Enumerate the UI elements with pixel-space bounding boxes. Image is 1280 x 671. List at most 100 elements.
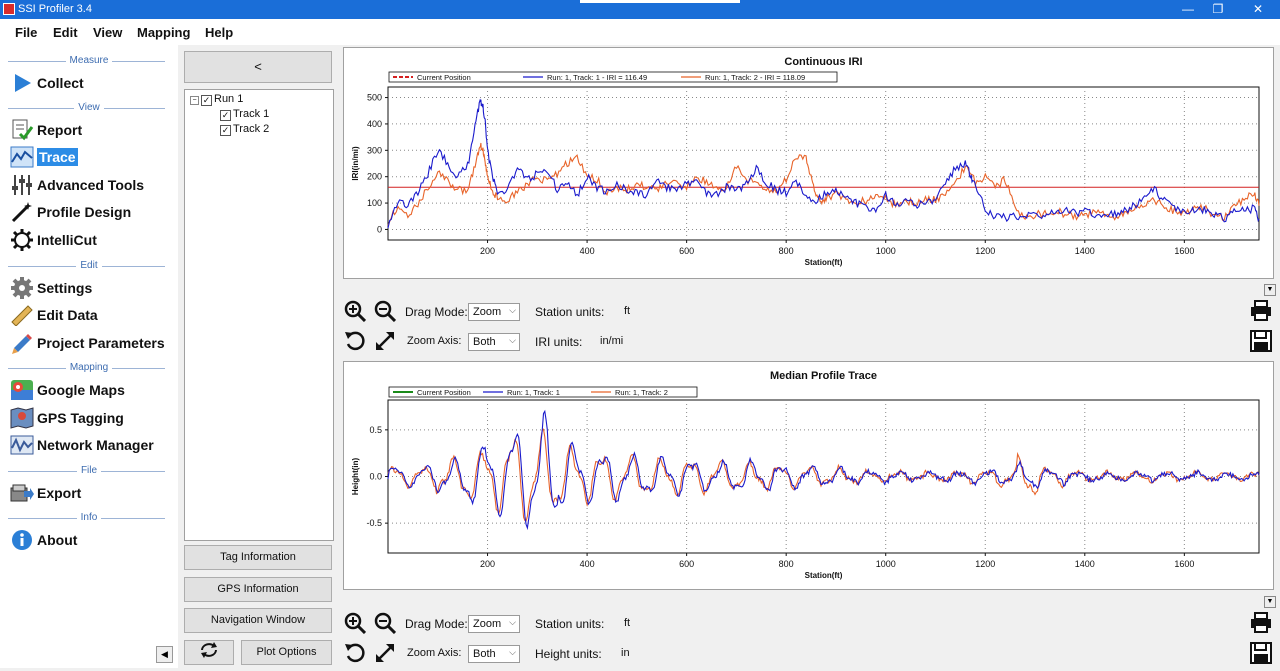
sidebar-item-label: IntelliCut [37,232,97,248]
legend-box [388,71,838,83]
tag-information-button[interactable]: Tag Information [184,545,332,570]
zoom-in-icon[interactable] [344,300,366,322]
fit-all-icon[interactable] [374,330,396,352]
drag-mode-select[interactable]: Zoom ⌵ [468,303,520,321]
save-icon[interactable] [1250,642,1272,664]
save-icon[interactable] [1250,330,1272,352]
x-tick-label: 1400 [1075,559,1095,569]
iri-series-line-track2 [387,142,1260,226]
tree-expand-icon[interactable]: − [190,96,199,105]
sidebar-item-google-maps[interactable]: Google Maps [8,378,173,402]
section-measure: Measure [0,55,178,67]
x-tick-label: 200 [480,246,495,256]
sidebar-item-label: Network Manager [37,437,154,453]
collapse-sidebar-button[interactable]: ◀ [156,646,173,663]
refresh-icon [201,642,217,658]
menu-help[interactable]: Help [205,25,234,40]
y-tick-label: 0 [377,224,382,234]
sidebar-item-project-parameters[interactable]: Project Parameters [8,331,173,355]
zoom-axis-select[interactable]: Both ⌵ [468,645,520,663]
zoom-out-icon[interactable] [374,300,396,322]
chevron-down-icon: ⌵ [509,617,516,627]
reset-zoom-icon[interactable] [344,330,366,352]
navigation-window-button[interactable]: Navigation Window [184,608,332,633]
legend-entry: Run: 1, Track: 1 - IRI = 116.49 [547,73,647,82]
sidebar-item-advanced-tools[interactable]: Advanced Tools [8,173,173,197]
profile-panel-expand-icon[interactable]: ▼ [1264,596,1276,608]
track2-label: Track 2 [233,123,270,135]
collapse-tree-button[interactable]: < [184,51,332,83]
run-checkbox[interactable]: ✓ [201,95,212,106]
sidebar-item-network-manager[interactable]: Network Manager [8,433,173,457]
maximize-button[interactable]: ❐ [1212,2,1224,16]
map-icon [10,407,34,429]
tree-node-track-2[interactable]: ✓ Track 2 [220,123,269,136]
play-triangle-icon [15,74,31,92]
y-axis-label: Height(in) [351,458,360,496]
ruler-icon [11,305,33,326]
station-units-label: Station units: [535,305,605,319]
sidebar-item-edit-data[interactable]: Edit Data [8,303,173,327]
sidebar-item-intellicut[interactable]: IntelliCut [8,228,173,252]
profile-series-line-track1 [387,409,1260,531]
iri-panel-expand-icon[interactable]: ▼ [1264,284,1276,296]
x-tick-label: 400 [580,559,595,569]
drag-mode-select[interactable]: Zoom ⌵ [468,615,520,633]
print-icon[interactable] [1250,612,1272,634]
x-axis-label: Station(ft) [805,571,843,580]
fit-all-icon[interactable] [374,642,396,664]
menu-mapping[interactable]: Mapping [137,25,191,40]
sidebar-item-label: Trace [37,148,78,166]
sidebar-item-collect[interactable]: Collect [8,71,173,95]
zoom-out-icon[interactable] [374,612,396,634]
plot-area [387,86,1260,241]
tree-node-track-1[interactable]: ✓ Track 1 [220,108,269,121]
chart-title: Continuous IRI [784,56,862,68]
minimize-button[interactable]: — [1182,2,1194,16]
refresh-button[interactable] [184,640,234,665]
menu-edit[interactable]: Edit [53,25,78,40]
menu-file[interactable]: File [15,25,38,40]
close-button[interactable]: ✕ [1252,2,1264,16]
zoom-in-icon[interactable] [344,612,366,634]
sidebar-item-label: Google Maps [37,382,125,398]
sidebar-item-label: Export [37,485,82,501]
iri-chart-panel: Continuous IRI 200 400 600 800 1000 1200 1400 16… [343,47,1274,279]
sidebar-item-label: Report [37,122,83,138]
legend-entry: Run: 1, Track: 2 - IRI = 118.09 [705,73,805,82]
reset-zoom-icon[interactable] [344,642,366,664]
sidebar-item-profile-design[interactable]: Profile Design [8,200,173,224]
sidebar-item-label: Advanced Tools [37,177,145,193]
drag-mode-label: Drag Mode: [405,305,468,319]
plot-options-button[interactable]: Plot Options [241,640,332,665]
zoom-axis-select[interactable]: Both ⌵ [468,333,520,351]
export-icon [10,484,34,502]
x-tick-label: 1200 [975,246,995,256]
y-tick-label: 500 [367,93,382,103]
section-view: View [0,102,178,114]
sidebar: Measure Collect View Report Trace Advanc… [0,45,178,668]
title-bar-tab-indicator [580,0,740,3]
sidebar-item-about[interactable]: About [8,528,173,552]
sidebar-item-label: Profile Design [37,204,132,220]
track1-checkbox[interactable]: ✓ [220,110,231,121]
iri-controls: Drag Mode: Zoom ⌵ Station units: ft Zoom … [343,297,1274,359]
sidebar-item-export[interactable]: Export [8,481,173,505]
sidebar-item-report[interactable]: Report [8,118,173,142]
sidebar-item-label: Collect [37,75,84,91]
x-tick-label: 1200 [975,559,995,569]
gps-information-button[interactable]: GPS Information [184,577,332,602]
sidebar-item-settings[interactable]: Settings [8,276,173,300]
iri-units-value: in/mi [600,335,624,347]
sidebar-item-gps-tagging[interactable]: GPS Tagging [8,406,173,430]
sidebar-item-trace[interactable]: Trace [8,145,173,169]
print-icon[interactable] [1250,300,1272,322]
section-edit: Edit [0,260,178,272]
track2-checkbox[interactable]: ✓ [220,125,231,136]
gear-icon [11,277,33,299]
tree-node-run[interactable]: − ✓ Run 1 [190,93,243,106]
y-tick-label: 300 [367,145,382,155]
menu-view[interactable]: View [93,25,123,40]
profile-chart[interactable]: Median Profile Trace 200 400 600 800 1000 1200… [344,362,1273,589]
